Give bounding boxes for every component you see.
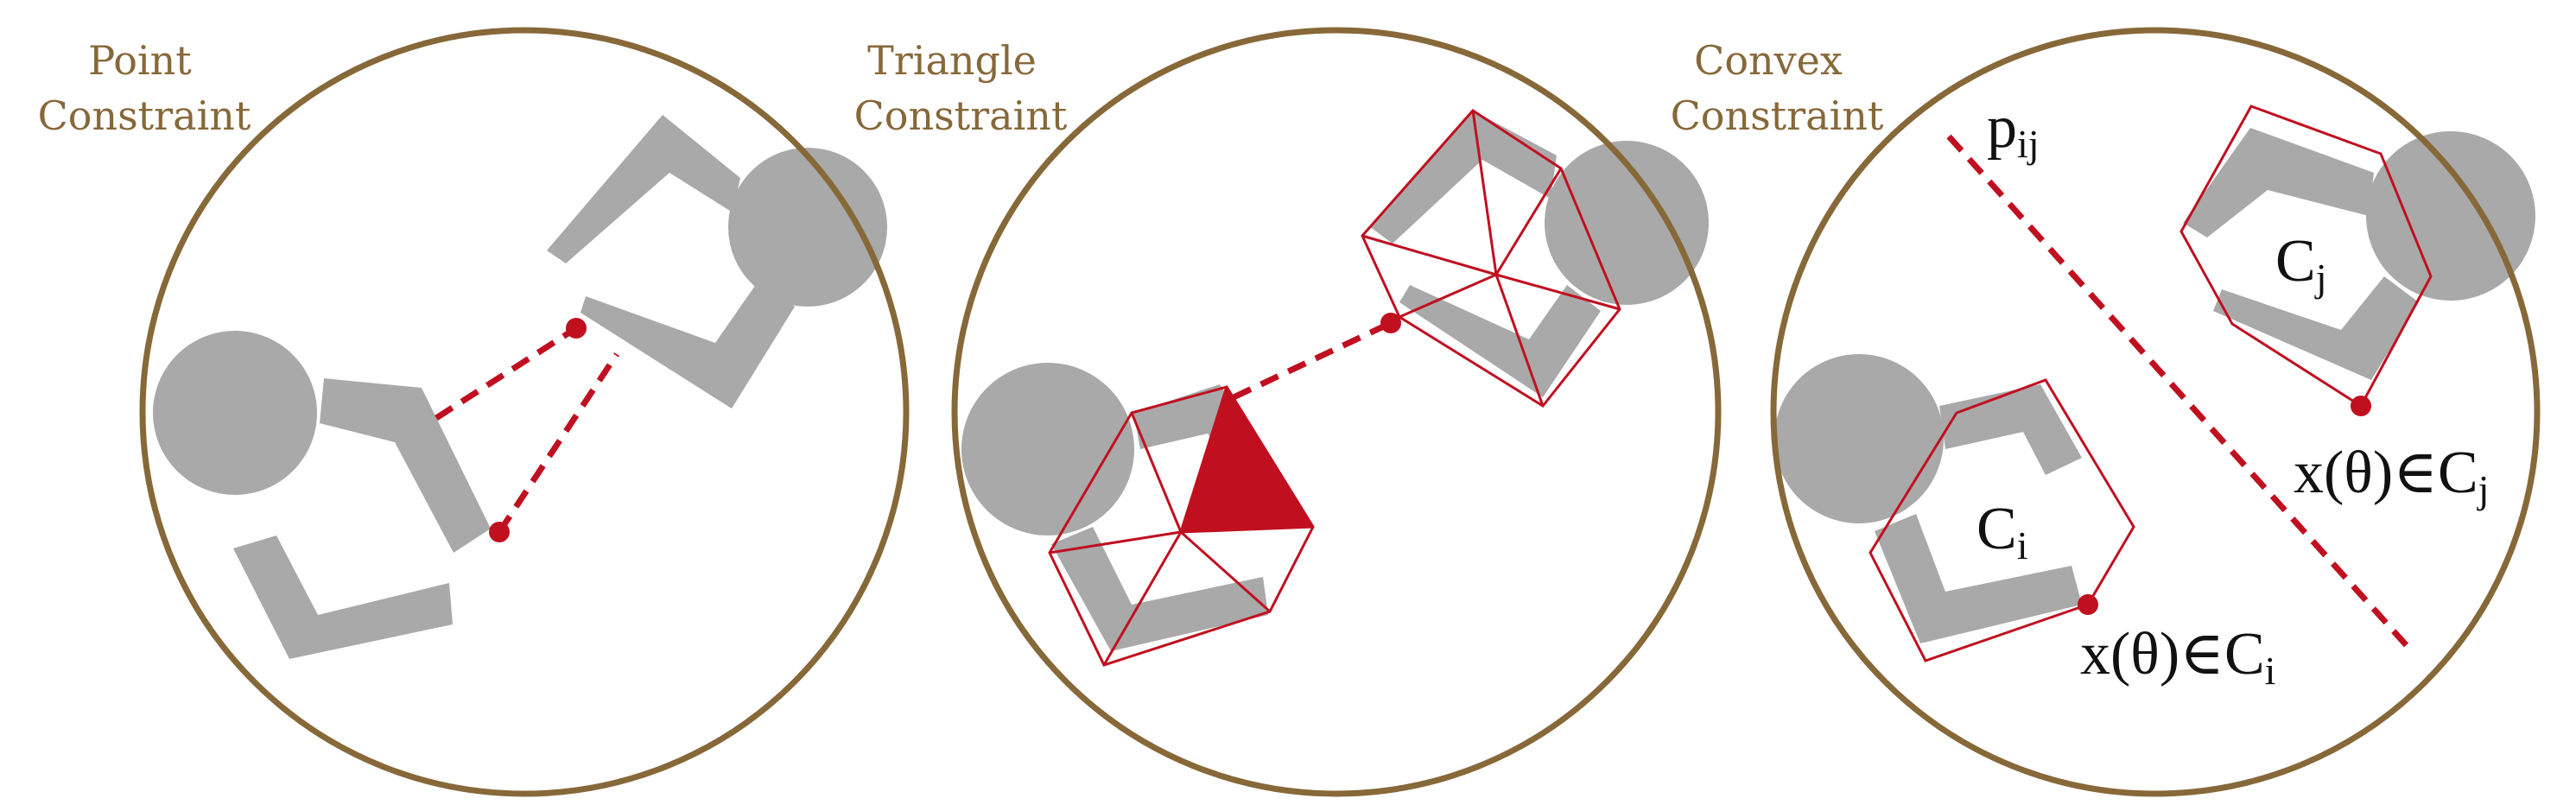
membership-i-label-sub: i (2265, 649, 2276, 693)
robot-right-pair (547, 115, 887, 409)
constraint-point (1380, 313, 1401, 333)
robot-link-disc (153, 331, 317, 495)
mesh-edge (1471, 110, 1498, 276)
robot-link-lower (2213, 276, 2419, 380)
set-i-label-base: C (1976, 496, 2017, 562)
membership-i-label-base: x(θ)∈C (2080, 621, 2265, 687)
membership-j-label-base: x(θ)∈C (2294, 440, 2478, 506)
dashed-link-2 (497, 352, 619, 534)
triangle-mesh-right (1361, 109, 1621, 408)
robot-link-upper (1369, 111, 1557, 244)
constraint-point-upper (566, 318, 587, 339)
mesh-edge (1399, 273, 1497, 319)
dashed-link-1 (435, 326, 578, 421)
panel-triangle-constraint (961, 109, 1709, 667)
frame-convex-panel (1770, 27, 2541, 797)
mesh-edge (1102, 531, 1183, 666)
separator-label-base: p (1987, 94, 2017, 161)
panel-point-constraint (153, 115, 887, 659)
panel-frames (139, 27, 2541, 797)
set-j-label: Cj (2275, 228, 2326, 300)
robot-right-pair (1369, 111, 1709, 397)
robot-link-upper (320, 378, 491, 553)
robot-link-upper (2183, 128, 2374, 238)
set-j-label-sub: j (2314, 256, 2327, 300)
mesh-edge (1494, 274, 1545, 407)
separator-label: pij (1987, 94, 2040, 166)
title-convex-line2: Constraint (1671, 92, 1884, 139)
title-triangle-line1: Triangle (867, 37, 1037, 84)
contact-point-j (2351, 396, 2371, 416)
mesh-edge (1130, 412, 1183, 533)
robot-link-disc (2366, 131, 2535, 301)
robot-right-pair (2183, 128, 2535, 380)
active-triangle (1181, 387, 1313, 532)
set-j-label-base: C (2275, 228, 2316, 295)
title-convex-line1: Convex (1694, 37, 1843, 84)
separating-hyperplane (1946, 134, 2413, 652)
membership-j-label-sub: j (2477, 467, 2490, 511)
robot-link-disc (1774, 354, 1944, 523)
constraint-point-lower (489, 522, 510, 542)
dashed-triangle-link (1232, 320, 1393, 401)
robot-link-lower (1875, 514, 2082, 643)
robot-link-disc (961, 363, 1134, 535)
point-constraint-lines (435, 326, 619, 534)
separator-label-sub: ij (2017, 122, 2040, 166)
membership-i-label: x(θ)∈Ci (2080, 621, 2275, 693)
contact-point-i (2078, 594, 2098, 615)
robot-link-lower (581, 281, 795, 409)
frame-point-panel (139, 27, 910, 797)
mesh-edge (1495, 273, 1621, 311)
robot-link-lower (1399, 285, 1601, 397)
robot-left-pair (153, 331, 491, 659)
set-i-label: Ci (1976, 496, 2027, 567)
mesh-edge (1361, 234, 1497, 276)
panel-convex-constraint: pij Cj Ci x(θ)∈Cj x(θ)∈Ci (1774, 94, 2535, 693)
robot-link-upper (1939, 384, 2082, 475)
robot-link-lower (233, 535, 453, 659)
mesh-edge (1049, 530, 1182, 554)
title-point-line2: Constraint (38, 92, 251, 139)
set-i-label-sub: i (2017, 523, 2028, 567)
robot-link-disc (1545, 141, 1709, 305)
title-point-line1: Point (88, 37, 192, 84)
robot-link-disc (728, 148, 887, 307)
robot-link-upper (547, 115, 740, 263)
title-triangle-line2: Constraint (854, 92, 1068, 139)
robot-link-lower (1051, 527, 1268, 651)
frame-triangle-panel (951, 27, 1722, 797)
mesh-edge (1180, 530, 1271, 613)
mesh-edge (1494, 168, 1563, 276)
membership-j-label: x(θ)∈Cj (2294, 440, 2489, 511)
